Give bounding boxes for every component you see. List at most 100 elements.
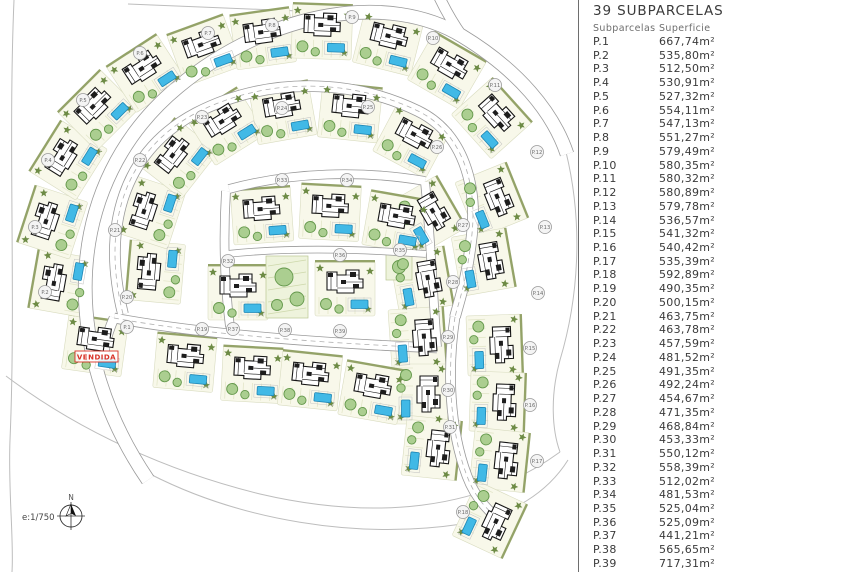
parcel-bubble-label: P.9 [348, 15, 355, 21]
parcel-area: 468,84m² [659, 419, 716, 433]
parcel-bubble-label: P.27 [458, 223, 469, 229]
parcel-bubble-label: P.30 [443, 388, 454, 394]
parcel-id: P.21 [593, 309, 617, 323]
pool [408, 451, 420, 470]
pool [65, 203, 79, 223]
subparcels-panel: 39 SUBPARCELAS Subparcelas Superficie P.… [578, 0, 850, 572]
parcel-id: P.29 [593, 419, 617, 433]
villa [456, 490, 523, 554]
villa [396, 365, 446, 423]
parcel-id: P.19 [593, 282, 617, 296]
parcel-bubble-label: P.38 [280, 328, 291, 334]
pool [401, 399, 411, 418]
parcel-bubble-label: P.35 [395, 248, 406, 254]
parcel-id: P.28 [593, 405, 617, 419]
parcel-id: P.10 [593, 158, 617, 172]
parcel-bubble-label: P.8 [268, 23, 275, 29]
parcel-bubble: P.6 [133, 46, 147, 60]
parcel-bubble: P.23 [195, 110, 209, 124]
table-row: P.11 580,32m² [593, 173, 850, 184]
parcel-id: P.18 [593, 268, 617, 282]
parcel-bubble: P.16 [523, 398, 537, 412]
parcel-area: 481,53m² [659, 488, 716, 502]
parcel-id: P.31 [593, 447, 617, 461]
parcel-id: P.33 [593, 474, 617, 488]
parcel-id: P.26 [593, 378, 617, 392]
parcel-id: P.32 [593, 460, 617, 474]
parcel-id: P.16 [593, 241, 617, 255]
parcel-area: 551,27m² [659, 131, 716, 145]
parcel-bubble-label: P.21 [110, 228, 121, 234]
parcel-bubble: P.38 [278, 323, 292, 337]
table-row: P.31 550,12m² [593, 448, 850, 459]
villa [119, 178, 182, 241]
pool [397, 344, 408, 363]
parcel-area: 536,57m² [659, 213, 716, 227]
pool [474, 351, 485, 370]
parcel-area: 558,39m² [659, 460, 716, 474]
pool [167, 249, 178, 269]
table-row: P.17 535,39m² [593, 256, 850, 267]
parcel-bubble: P.13 [538, 220, 552, 234]
villa [110, 41, 181, 103]
parcel-area: 541,32m² [659, 227, 716, 241]
parcel-area: 579,49m² [659, 144, 716, 158]
parcel-bubble-label: P.28 [448, 280, 459, 286]
table-row: P.13 579,78m² [593, 201, 850, 212]
villas [21, 6, 527, 554]
pool [290, 119, 310, 132]
pool [374, 404, 393, 417]
pool [110, 102, 129, 121]
parcel-area: 667,74m² [659, 35, 716, 48]
parcel-id: P.24 [593, 350, 617, 364]
parcel-bubble-label: P.22 [135, 158, 146, 164]
parcel-bubble: P.37 [226, 322, 240, 336]
parcel-bubble: P.36 [333, 248, 347, 262]
parcel-bubble-label: P.3 [31, 225, 38, 231]
pool [441, 83, 461, 100]
villa [316, 264, 374, 314]
parcel-area: 717,31m² [659, 556, 716, 570]
pool [163, 193, 177, 213]
parcel-bubble: P.24 [275, 101, 289, 115]
site-plan-map: P.1 P.2 P.3 P.4 P.5 P.6 P.7 P.8 P.9 P.10 P.11 P.12 P… [5, 0, 578, 572]
parcel-area: 471,35m² [659, 405, 716, 419]
table-row: P.14 536,57m² [593, 215, 850, 226]
pool [188, 374, 208, 385]
villa [391, 307, 441, 367]
parcel-bubble-label: P.39 [335, 329, 346, 335]
parcel-bubble: P.19 [195, 322, 209, 336]
parcel-id: P.27 [593, 392, 617, 406]
table-row: P.3 512,50m² [593, 63, 850, 74]
table-row: P.24 481,52m² [593, 352, 850, 363]
parcel-bubble: P.20 [120, 290, 134, 304]
parcel-area: 463,75m² [659, 309, 716, 323]
parcel-area: 547,13m² [659, 117, 716, 131]
parcel-area: 535,39m² [659, 254, 716, 268]
table-row: P.38 565,65m² [593, 544, 850, 555]
parcel-area: 490,35m² [659, 282, 716, 296]
villa [190, 94, 261, 156]
scale-label: e:1/750 [22, 513, 55, 523]
subparcels-table: P.1 667,74m² P.2 535,80m² P.3 512,50m² P.4 530,… [593, 36, 850, 569]
table-row: P.4 530,91m² [593, 77, 850, 88]
villa [34, 125, 103, 191]
parcel-id: P.38 [593, 543, 617, 557]
parcel-bubble-label: P.33 [277, 178, 288, 184]
parcel-id: P.35 [593, 501, 617, 515]
parcel-bubble: P.10 [426, 31, 440, 45]
parcel-bubble: P.27 [456, 218, 470, 232]
table-row: P.36 525,09m² [593, 517, 850, 528]
parcel-bubble: P.9 [345, 10, 359, 24]
table-row: P.20 500,15m² [593, 297, 850, 308]
parcel-id: P.5 [593, 89, 610, 103]
parcel-bubble-label: P.1 [123, 325, 130, 331]
parcel-id: P.7 [593, 117, 610, 131]
table-row: P.8 551,27m² [593, 132, 850, 143]
parcel-area: 463,78m² [659, 323, 716, 337]
table-row: P.6 554,11m² [593, 105, 850, 116]
villa [283, 353, 341, 408]
parcel-bubble: P.15 [523, 341, 537, 355]
pool [326, 42, 345, 53]
table-row: P.37 441,21m² [593, 530, 850, 541]
